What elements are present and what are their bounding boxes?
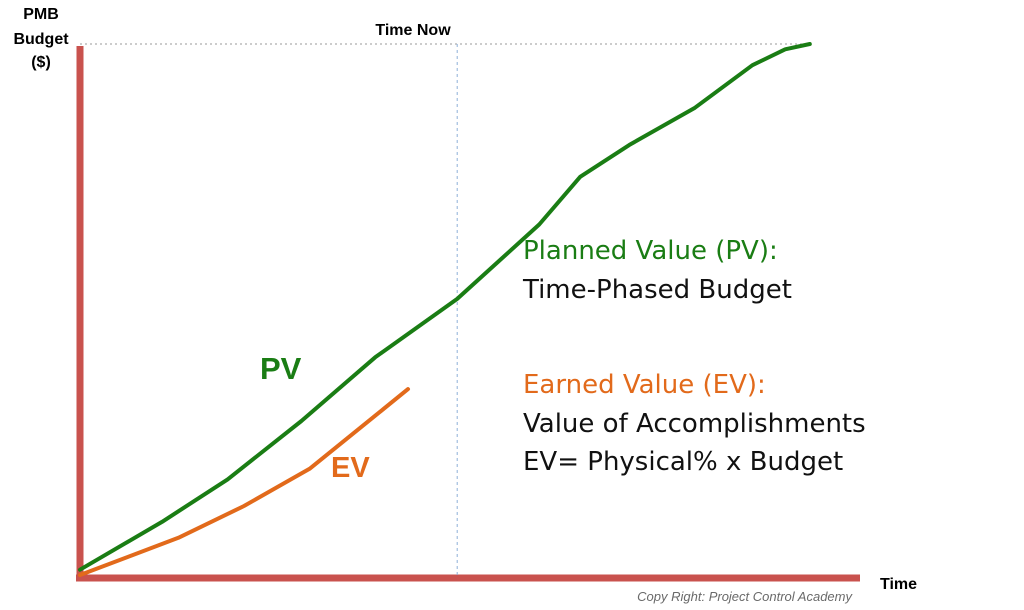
time-now-label: Time Now: [375, 22, 451, 39]
y-axis-label-line-3: ($): [31, 54, 51, 71]
pv-legend-title: Planned Value (PV):: [523, 236, 778, 266]
pv-series-line: [78, 42, 812, 572]
copyright-text: Copy Right: Project Control Academy: [637, 589, 853, 604]
y-axis-label-line-1: PMB: [23, 6, 59, 23]
x-axis-label: Time: [880, 576, 917, 593]
y-axis-label-line-2: Budget: [13, 31, 69, 48]
ev-legend-title: Earned Value (EV):: [523, 370, 766, 400]
series-layer: [78, 42, 812, 577]
ev-legend-description-2: EV= Physical% x Budget: [523, 447, 843, 477]
ev-legend-description-1: Value of Accomplishments: [523, 409, 866, 439]
pv-series-tag: PV: [260, 351, 302, 386]
ev-series-tag: EV: [331, 452, 370, 484]
pv-legend-description: Time-Phased Budget: [522, 275, 792, 305]
ev-series-line: [78, 387, 410, 577]
